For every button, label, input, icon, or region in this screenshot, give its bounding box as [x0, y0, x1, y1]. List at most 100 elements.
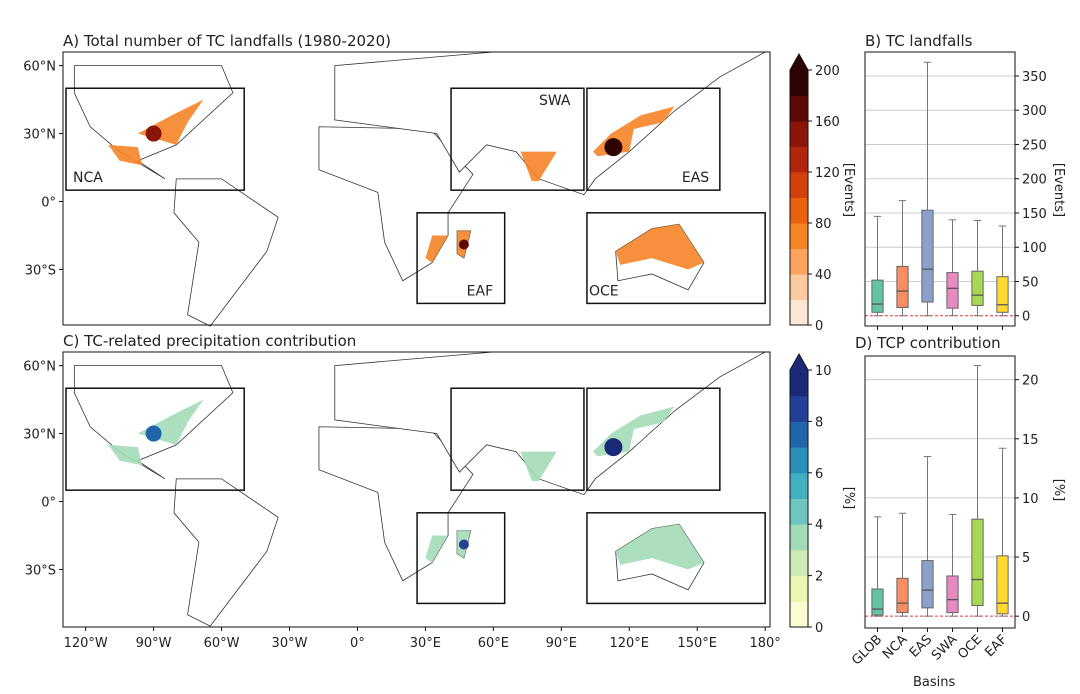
colorbar-c: 0 2 4 6 8 10	[789, 352, 832, 636]
x-tick-label: SWA	[929, 632, 960, 663]
hotspot-india-outer	[520, 151, 557, 182]
boxplot-frame	[864, 51, 1016, 327]
colorbar-extend-arrow	[790, 54, 808, 70]
region-label-oce: OCE	[589, 283, 619, 299]
colorbar-segment	[790, 549, 808, 577]
lon-tick-label: 90°E	[546, 636, 577, 651]
box-oce	[971, 270, 984, 306]
y-tick-label: 50	[1022, 275, 1039, 290]
hotspot-madagascar-core	[458, 239, 469, 250]
lon-tick-label: 180°	[749, 636, 780, 651]
colorbar-segment	[790, 472, 808, 499]
map-a-landfalls: NCA SWA EAS EAF OCE 60°N 30°N 0° 30°S	[23, 51, 771, 327]
land-south-america	[173, 178, 279, 327]
lon-tick-label: 120°W	[64, 636, 108, 651]
colorbar-segment	[790, 274, 808, 300]
region-box-eas	[586, 87, 721, 191]
land-north-america	[73, 65, 234, 180]
colorbar-segment	[790, 95, 808, 122]
land-north-america	[73, 365, 234, 480]
colorbar-segment	[790, 447, 808, 474]
map-frame	[62, 351, 771, 628]
colorbar-tick-label: 80	[815, 217, 832, 232]
box-glob	[871, 279, 884, 313]
colorbar-tick-label: 6	[815, 467, 823, 482]
colorbar-segment	[790, 421, 808, 448]
box-eas	[921, 209, 934, 303]
region-label-eas: EAS	[682, 170, 709, 186]
hotspot-mexico-outer	[108, 444, 143, 466]
y-tick-label: 5	[1022, 551, 1030, 566]
colorbar-tick-label: 200	[815, 64, 840, 79]
x-tick-label: OCE	[955, 632, 985, 662]
boxplot-frame	[864, 355, 1016, 629]
hotspot-gulf-core	[145, 425, 162, 442]
box-glob	[871, 588, 884, 616]
region-box-swa	[450, 387, 585, 491]
y-tick-label: 350	[1022, 70, 1047, 85]
lon-tick-label: 90°W	[136, 636, 172, 651]
land-south-america	[173, 478, 279, 627]
colorbar-segment	[790, 575, 808, 602]
panel-c-title: C) TC-related precipitation contribution	[63, 332, 356, 350]
colorbar-tick-label: 4	[815, 518, 823, 533]
colorbar-segment	[790, 498, 808, 525]
lon-tick-label: 60°W	[204, 636, 240, 651]
colorbar-segment	[790, 223, 808, 249]
x-axis-label-basins: Basins	[913, 675, 956, 690]
region-label-eaf: EAF	[467, 283, 493, 299]
colorbar-tick-label: 2	[815, 570, 823, 585]
colorbar-a: 0 40 80 120 160 200	[789, 52, 840, 334]
box-nca	[896, 577, 909, 614]
box-eaf	[996, 276, 1009, 313]
colorbar-segment	[790, 601, 808, 628]
lon-tick-label: 30°E	[410, 636, 441, 651]
x-tick-label: GLOB	[849, 632, 885, 668]
y-tick-label: 100	[1022, 241, 1047, 256]
colorbar-segment	[790, 121, 808, 147]
colorbar-segment	[790, 395, 808, 422]
colorbar-tick-label: 10	[815, 364, 832, 379]
x-tick-label: EAF	[982, 632, 1010, 660]
region-box-eaf	[416, 212, 506, 305]
box-nca	[896, 265, 909, 309]
hotspot-madagascar-core	[458, 539, 469, 550]
region-label-nca: NCA	[73, 170, 103, 186]
colorbar-tick-label: 120	[815, 166, 840, 181]
colorbar-tick-label: 8	[815, 415, 823, 430]
colorbar-segment	[790, 146, 808, 173]
region-box-nca	[65, 87, 245, 191]
colorbar-c-label: [%]	[841, 487, 856, 510]
colorbar-segment	[790, 524, 808, 551]
box-eaf	[996, 555, 1009, 615]
colorbar-frame	[789, 352, 809, 628]
hotspot-south-china-core	[604, 138, 623, 157]
lat-tick-label: 30°N	[23, 428, 56, 443]
region-box-nca	[65, 387, 245, 491]
colorbar-frame	[789, 52, 809, 326]
y-tick-label: 200	[1022, 173, 1047, 188]
hotspot-gulf-core	[145, 125, 162, 142]
colorbar-segment	[790, 248, 808, 275]
x-tick-label: NCA	[880, 632, 910, 662]
box-oce	[971, 518, 984, 607]
lon-tick-label: 0°	[350, 636, 365, 651]
region-box-oce	[586, 212, 766, 305]
panel-b-title: B) TC landfalls	[865, 32, 973, 50]
hotspot-australia-outer	[615, 524, 704, 570]
colorbar-segment	[790, 70, 808, 96]
y-tick-label: 0	[1022, 310, 1030, 325]
panel-d-title: D) TCP contribution	[855, 334, 1001, 352]
lon-tick-label: 60°E	[478, 636, 509, 651]
map-frame	[62, 51, 771, 326]
colorbar-segment	[790, 197, 808, 224]
lat-tick-label: 30°S	[25, 563, 56, 578]
y-tick-label: 250	[1022, 138, 1047, 153]
box-eas	[921, 560, 934, 609]
y-tick-label: 10	[1022, 492, 1039, 507]
lon-tick-label: 120°E	[609, 636, 649, 651]
y-tick-label: 20	[1022, 374, 1039, 389]
